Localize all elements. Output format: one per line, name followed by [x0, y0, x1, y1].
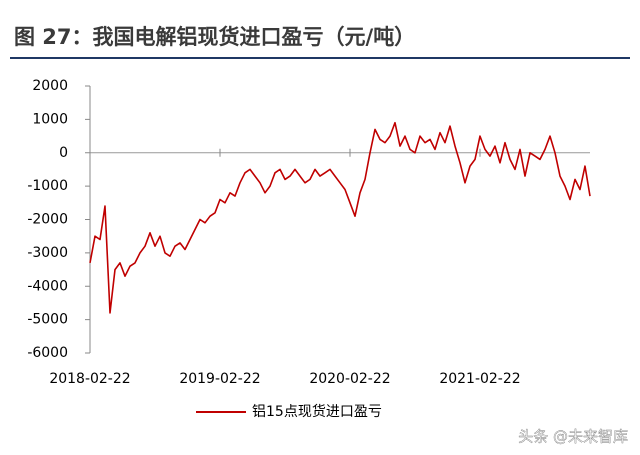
y-tick-label: 1000 — [32, 111, 68, 127]
y-tick-label: -2000 — [27, 212, 68, 228]
y-tick-label: -4000 — [27, 278, 68, 294]
y-tick-label: 2000 — [32, 78, 68, 94]
watermark: 头条 @未来智库 — [518, 428, 628, 446]
x-tick-label: 2018-02-22 — [49, 371, 130, 387]
y-tick-label: -3000 — [27, 245, 68, 261]
y-tick-label: -5000 — [27, 312, 68, 328]
legend-label: 铝15点现货进口盈亏 — [252, 403, 382, 420]
x-tick-label: 2020-02-22 — [309, 371, 390, 387]
chart-title: 图 27：我国电解铝现货进口盈亏（元/吨） — [14, 25, 415, 49]
series-line — [89, 121, 591, 314]
y-tick-label: 0 — [59, 145, 68, 161]
x-tick-label: 2019-02-22 — [179, 371, 260, 387]
y-tick-label: -1000 — [27, 178, 68, 194]
x-tick-label: 2021-02-22 — [439, 371, 520, 387]
y-tick-label: -6000 — [27, 345, 68, 361]
